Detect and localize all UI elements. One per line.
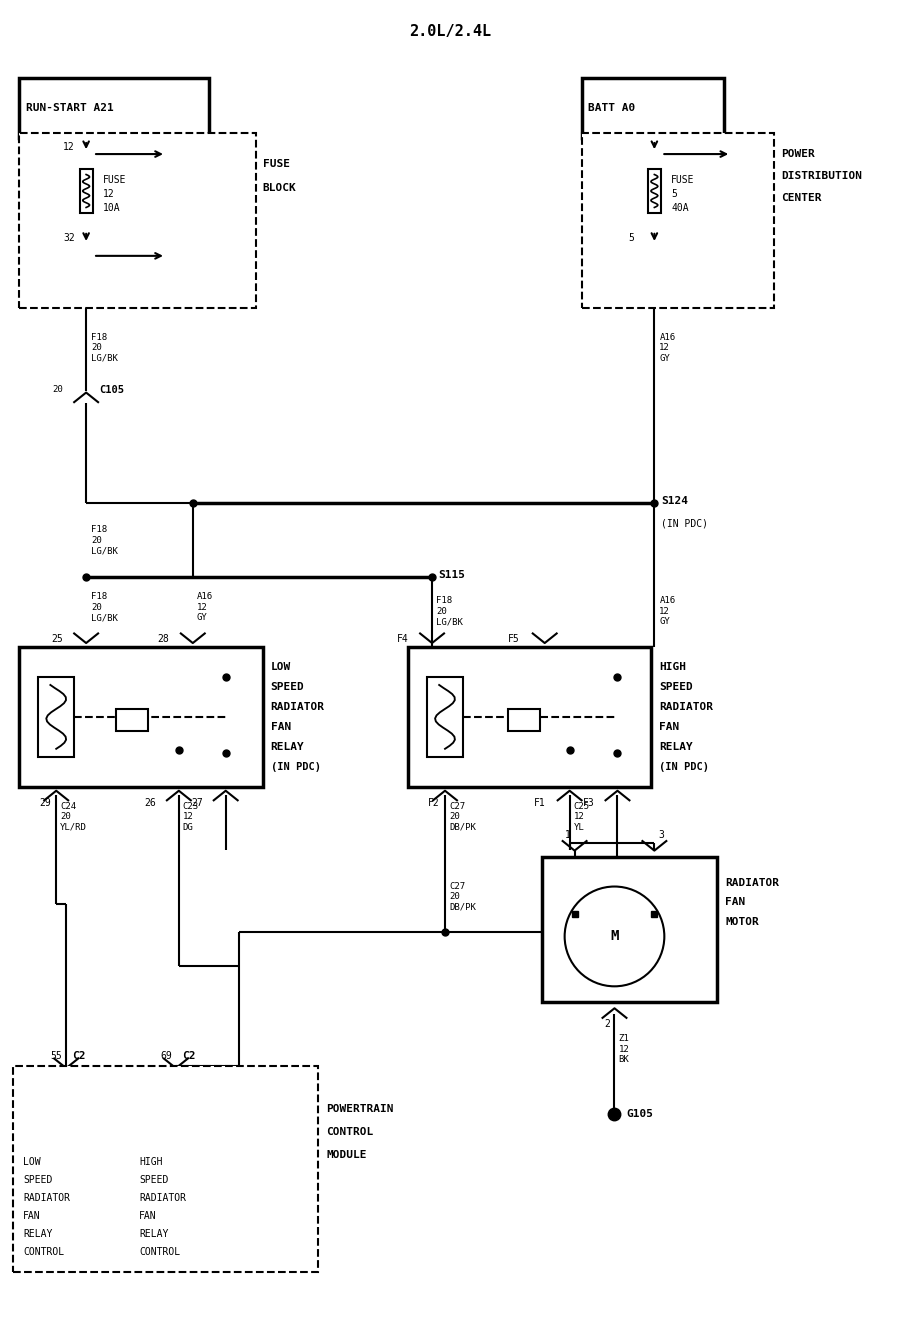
Text: S115: S115 [438, 570, 465, 580]
Text: HIGH: HIGH [139, 1157, 163, 1167]
Text: 55: 55 [50, 1051, 62, 1061]
Bar [19, 78, 209, 138]
Text: CONTROL: CONTROL [23, 1247, 65, 1256]
Text: 2: 2 [605, 1019, 610, 1030]
Text: SPEED: SPEED [271, 682, 304, 692]
Text: FUSE: FUSE [263, 159, 290, 170]
Text: 2.0L/2.4L: 2.0L/2.4L [409, 24, 491, 38]
Text: FAN: FAN [660, 722, 680, 731]
Bar [14, 1067, 319, 1272]
Bar [408, 647, 652, 787]
Text: MOTOR: MOTOR [725, 917, 759, 928]
Text: LOW: LOW [23, 1157, 40, 1167]
Text: BATT A0: BATT A0 [588, 103, 634, 113]
Text: C2: C2 [182, 1051, 195, 1061]
Text: 20: 20 [52, 386, 63, 394]
Text: SPEED: SPEED [660, 682, 693, 692]
Text: RADIATOR: RADIATOR [725, 877, 779, 888]
Text: 3: 3 [659, 829, 664, 840]
Text: RUN-START A21: RUN-START A21 [26, 103, 114, 113]
Text: CONTROL: CONTROL [327, 1128, 374, 1137]
Text: RADIATOR: RADIATOR [660, 702, 714, 712]
Text: 12: 12 [63, 142, 75, 152]
Text: M: M [610, 929, 618, 943]
Text: C27
20
DB/PK: C27 20 DB/PK [449, 881, 476, 912]
Text: F18
20
LG/BK: F18 20 LG/BK [91, 333, 118, 363]
Text: POWER: POWER [781, 150, 815, 159]
Text: RELAY: RELAY [271, 742, 304, 751]
Bar [79, 170, 93, 213]
Bar [19, 132, 256, 307]
Bar [39, 677, 74, 757]
Text: 5: 5 [671, 189, 677, 199]
Text: 29: 29 [40, 798, 51, 808]
Text: F18
20
LG/BK: F18 20 LG/BK [91, 525, 118, 555]
Text: (IN PDC): (IN PDC) [271, 762, 320, 771]
Text: DISTRIBUTION: DISTRIBUTION [781, 171, 862, 182]
Bar [19, 647, 263, 787]
Text: FAN: FAN [139, 1211, 157, 1220]
Text: RADIATOR: RADIATOR [271, 702, 325, 712]
Text: SPEED: SPEED [139, 1175, 168, 1185]
Bar [116, 709, 148, 731]
Text: C2: C2 [72, 1051, 86, 1061]
Text: C105: C105 [99, 384, 124, 395]
Text: C23
12
DG: C23 12 DG [183, 802, 199, 832]
Text: RELAY: RELAY [139, 1228, 168, 1239]
Text: FUSE: FUSE [104, 175, 127, 186]
Text: FAN: FAN [271, 722, 291, 731]
Text: CONTROL: CONTROL [139, 1247, 180, 1256]
Text: LOW: LOW [271, 662, 291, 672]
Text: A16
12
GY: A16 12 GY [660, 596, 676, 625]
Bar [542, 856, 717, 1002]
Text: F18
20
LG/BK: F18 20 LG/BK [436, 596, 463, 625]
Text: C27
20
DB/PK: C27 20 DB/PK [449, 802, 476, 832]
Text: BLOCK: BLOCK [263, 183, 296, 193]
Text: C24
20
YL/RD: C24 20 YL/RD [60, 802, 87, 832]
Text: 12: 12 [104, 189, 115, 199]
Text: 32: 32 [63, 233, 75, 242]
Text: RELAY: RELAY [23, 1228, 53, 1239]
Bar [648, 170, 661, 213]
Text: 26: 26 [144, 798, 156, 808]
Text: (IN PDC): (IN PDC) [662, 518, 708, 529]
Text: RADIATOR: RADIATOR [23, 1192, 70, 1203]
Text: F5: F5 [508, 635, 520, 644]
Text: S124: S124 [662, 497, 688, 506]
Bar [581, 132, 774, 307]
Text: 69: 69 [160, 1051, 172, 1061]
Text: SPEED: SPEED [23, 1175, 53, 1185]
Text: FAN: FAN [23, 1211, 40, 1220]
Text: POWERTRAIN: POWERTRAIN [327, 1104, 394, 1114]
Text: G105: G105 [626, 1109, 653, 1120]
Text: Z1
12
BK: Z1 12 BK [618, 1035, 629, 1064]
Text: FUSE: FUSE [671, 175, 695, 186]
Circle shape [564, 886, 664, 986]
Text: 25: 25 [51, 635, 63, 644]
Text: (IN PDC): (IN PDC) [660, 762, 709, 771]
Text: F2: F2 [428, 798, 440, 808]
Text: 10A: 10A [104, 203, 121, 213]
Text: 27: 27 [191, 798, 202, 808]
Text: RELAY: RELAY [660, 742, 693, 751]
Bar [508, 709, 540, 731]
Bar [581, 78, 724, 138]
Text: 1: 1 [565, 829, 571, 840]
Text: C25
12
YL: C25 12 YL [573, 802, 590, 832]
Text: HIGH: HIGH [660, 662, 687, 672]
Text: A16
12
GY: A16 12 GY [660, 333, 676, 363]
Text: F3: F3 [583, 798, 595, 808]
Text: A16
12
GY: A16 12 GY [197, 592, 213, 621]
Text: 40A: 40A [671, 203, 688, 213]
Text: 28: 28 [158, 635, 169, 644]
Text: F4: F4 [396, 635, 408, 644]
Text: FAN: FAN [725, 897, 745, 908]
Text: F1: F1 [534, 798, 545, 808]
Bar [428, 677, 463, 757]
Text: MODULE: MODULE [327, 1150, 367, 1159]
Text: RADIATOR: RADIATOR [139, 1192, 186, 1203]
Text: CENTER: CENTER [781, 193, 822, 203]
Text: F18
20
LG/BK: F18 20 LG/BK [91, 592, 118, 621]
Text: 5: 5 [628, 233, 634, 242]
